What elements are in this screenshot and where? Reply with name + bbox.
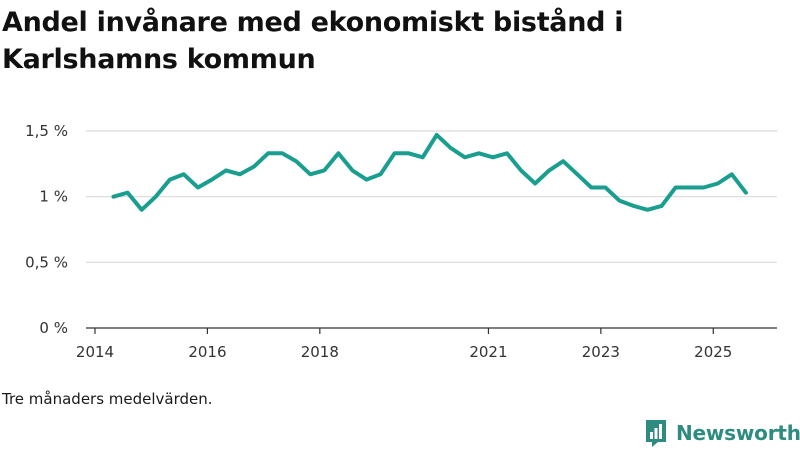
data-point [196, 186, 200, 190]
data-point [112, 195, 116, 199]
data-point [182, 172, 186, 176]
data-point [308, 172, 312, 176]
data-point [674, 186, 678, 190]
x-tick-label: 2021 [469, 343, 507, 361]
data-point [547, 168, 551, 172]
line-chart: 0 % 0,5 % 1 % 1,5 % 2014 2016 2018 2021 2023 202… [25, 122, 777, 361]
data-point [140, 208, 144, 212]
chart-title: Andel invånare med ekonomiskt bistånd i … [2, 7, 624, 75]
data-point [280, 151, 284, 155]
x-tick-label: 2018 [301, 343, 339, 361]
data-point [322, 168, 326, 172]
data-point [407, 151, 411, 155]
data-point [463, 155, 467, 159]
x-tick-label: 2025 [694, 343, 732, 361]
data-point [336, 151, 340, 155]
data-point [646, 208, 650, 212]
brand[interactable]: Newsworthy [644, 418, 800, 448]
y-tick-label: 1 % [39, 188, 68, 206]
y-tick-label: 0 % [39, 319, 68, 337]
data-point [519, 168, 523, 172]
data-point [154, 195, 158, 199]
y-axis-tick-labels: 0 % 0,5 % 1 % 1,5 % [25, 122, 68, 337]
data-point [266, 151, 270, 155]
data-point [744, 191, 748, 195]
data-point [589, 186, 593, 190]
data-point [393, 151, 397, 155]
data-point [477, 151, 481, 155]
x-axis: 2014 2016 2018 2021 2023 2025 [76, 327, 777, 361]
data-point [702, 186, 706, 190]
data-point [238, 172, 242, 176]
data-point [168, 178, 172, 182]
chart-caption: Tre månaders medelvärden. [2, 390, 213, 408]
x-tick-label: 2023 [582, 343, 620, 361]
newsworthy-logo-icon [646, 420, 666, 447]
y-tick-label: 0,5 % [25, 253, 68, 271]
y-tick-label: 1,5 % [25, 122, 68, 140]
data-point [365, 178, 369, 182]
data-point [632, 204, 636, 208]
data-point [660, 204, 664, 208]
data-point [421, 155, 425, 159]
data-point [224, 168, 228, 172]
data-point [435, 133, 439, 137]
data-point [603, 186, 607, 190]
x-tick-label: 2016 [188, 343, 226, 361]
data-point [449, 146, 453, 150]
data-point [350, 168, 354, 172]
data-point [617, 199, 621, 203]
data-point [379, 172, 383, 176]
x-tick-label: 2014 [76, 343, 114, 361]
data-point [294, 159, 298, 163]
gridlines [86, 130, 777, 263]
brand-name: Newsworthy [676, 421, 800, 445]
data-point [210, 178, 214, 182]
data-point [688, 186, 692, 190]
data-point [716, 182, 720, 186]
data-point [730, 172, 734, 176]
data-point [126, 191, 130, 195]
data-point [575, 172, 579, 176]
series-layer [111, 132, 748, 212]
data-point [533, 182, 537, 186]
series-line [111, 132, 748, 212]
data-point [252, 165, 256, 169]
data-point [561, 159, 565, 163]
data-point [491, 155, 495, 159]
data-point [505, 151, 509, 155]
